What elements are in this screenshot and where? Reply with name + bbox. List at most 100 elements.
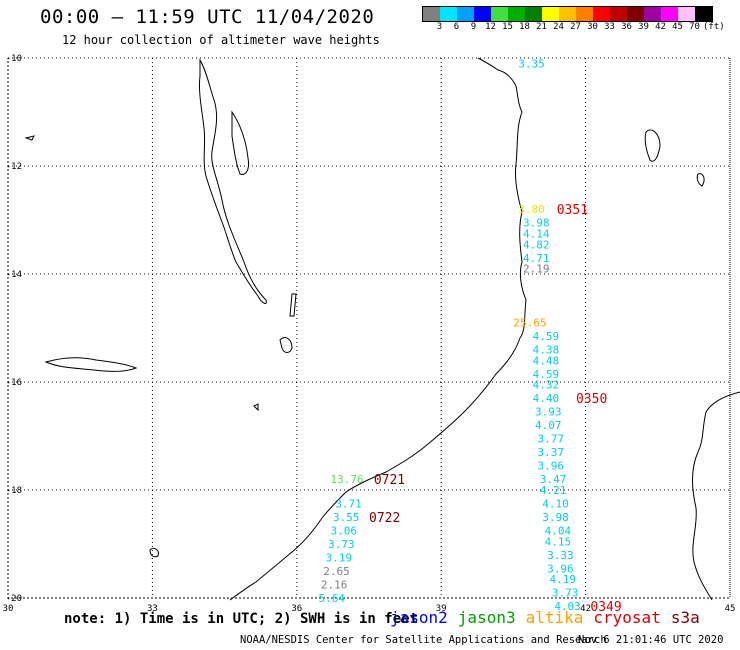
wave-height-value: 3.33 [547,549,574,562]
wave-height-value: 2.65 [323,565,350,578]
scale-label: 33 [604,22,615,32]
lat-tick-label: -18 [6,486,22,496]
madagascar-coastline [692,391,740,601]
wave-height-value: 4.40 [533,392,560,405]
units-note: note: 1) Time is in UTC; 2) SWH is in fe… [64,611,419,627]
river-mark [289,293,297,317]
wave-height-value: 3.80 [518,203,545,216]
color-scale-bar [422,6,713,22]
lon-tick-label: 39 [436,604,447,614]
scale-swatch [423,7,440,21]
mayotte-island [696,173,705,187]
scale-label: 15 [502,22,513,32]
scale-swatch [491,7,508,21]
wave-height-value: 3.98 [523,217,550,230]
wave-height-readings: 3.353.803.984.144.824.712.1925.654.594.3… [318,57,580,613]
scale-label: 39 [638,22,649,32]
wave-height-value: 3.96 [547,562,574,575]
scale-swatch [542,7,559,21]
pass-time-value: 0350 [576,392,607,407]
scale-swatch [440,7,457,21]
map-title: 00:00 – 11:59 UTC 11/04/2020 [40,6,375,28]
credit-line: NOAA/NESDIS Center for Satellite Applica… [240,634,607,646]
wave-height-value: 3.47 [540,473,567,486]
scale-swatch [610,7,627,21]
lon-tick-label: 30 [3,604,14,614]
wave-height-value: 13.76 [330,473,363,486]
wave-height-value: 4.38 [533,344,560,357]
scale-label: 9 [470,22,477,32]
wave-height-value: 4.82 [523,238,550,251]
scale-label: 21 [536,22,547,32]
scale-swatch [525,7,542,21]
wave-height-value: 5.64 [318,592,345,605]
scale-label: 42 [655,22,666,32]
scale-label: 70 [689,22,700,32]
wave-height-value: 3.06 [330,525,357,538]
scale-swatch [457,7,474,21]
scale-label: 30 [587,22,598,32]
zambezi-outline [44,357,138,372]
wave-height-value: 3.73 [328,538,355,551]
wave-height-value: 4.59 [533,330,560,343]
scale-label: 24 [553,22,564,32]
wave-height-value: 2.16 [321,579,348,592]
river-mark-2 [253,403,259,412]
scale-label: 36 [621,22,632,32]
legend-entry-s3a: s3a [670,608,700,627]
scale-swatch [627,7,644,21]
coastlines [24,57,740,601]
pass-time-value: 0721 [374,473,405,488]
lake-islet [279,337,293,353]
scale-swatch [695,7,712,21]
scale-swatch [644,7,661,21]
satellite-legend: jason2 jason3 altika cryosat s3a [390,608,710,627]
coastal-islet [149,547,159,558]
wave-height-value: 4.21 [540,484,567,497]
lon-tick-label: 42 [580,604,591,614]
wave-height-value: 3.55 [333,511,360,524]
lake-malawi-outline [199,58,267,304]
lon-tick-label: 45 [725,604,736,614]
legend-entry-jason2: jason2 [390,608,448,627]
pass-time-labels: 0351 0350 0349 0721 0722 [369,203,622,615]
wave-height-value: 3.71 [335,498,362,511]
scale-swatch [508,7,525,21]
lat-tick-label: -10 [6,54,22,64]
pass-time-value: 0722 [369,511,400,526]
wave-height-value: 4.10 [542,498,569,511]
wave-height-value: 25.65 [513,317,546,330]
wave-height-value: 4.14 [523,228,550,241]
scale-label: 3 [436,22,443,32]
wave-height-value: 3.73 [552,587,579,600]
wave-height-value: 3.37 [537,446,564,459]
wave-height-value: 4.07 [535,419,562,432]
lat-tick-label: -16 [6,378,22,388]
wave-height-value: 4.48 [533,354,560,367]
scale-swatch [559,7,576,21]
scale-label: 27 [570,22,581,32]
scale-swatch [576,7,593,21]
lat-tick-label: -20 [6,594,22,604]
wave-height-value: 4.04 [545,525,572,538]
scale-label: 12 [485,22,496,32]
wave-height-value: 3.19 [326,552,353,565]
wave-height-value: 4.03 [554,600,581,613]
wave-height-value: 3.35 [518,57,545,70]
wave-height-value: 4.32 [533,379,560,392]
islet-west [24,135,35,141]
wave-height-value: 3.93 [535,406,562,419]
scale-label: 6 [453,22,460,32]
legend-entry-altika: altika [525,608,584,627]
pass-time-value: 0351 [557,203,588,218]
wave-height-value: 3.77 [537,433,564,446]
lon-tick-label: 36 [291,604,302,614]
wave-height-value: 2.19 [523,263,550,276]
scale-label: (ft) [703,22,725,32]
scale-swatch [593,7,610,21]
lake-shore-east [231,110,249,175]
scale-label: 18 [519,22,530,32]
wave-height-value: 4.19 [550,573,577,586]
